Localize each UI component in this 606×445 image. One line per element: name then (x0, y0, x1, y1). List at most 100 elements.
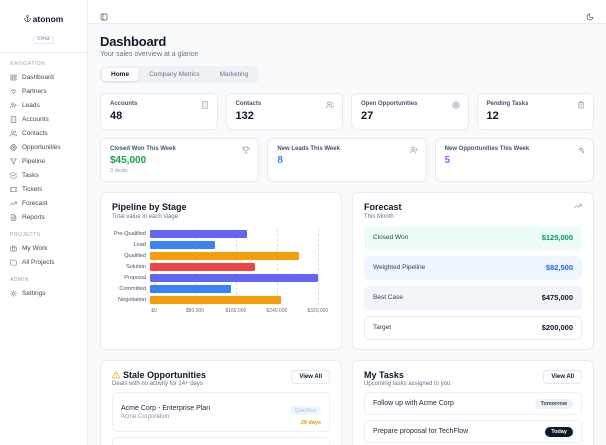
pipeline-chart-bars: Pre-Qualified Lead Qualified (112, 229, 326, 306)
panel-title: Pipeline by Stage (112, 202, 187, 212)
forecast-value: $82,500 (545, 263, 573, 272)
x-tick: $160,000 (225, 307, 247, 314)
due-badge: Tomorrow (534, 398, 573, 409)
warning-icon (112, 371, 120, 379)
sidebar-item-tasks[interactable]: Tasks (0, 168, 87, 182)
bar-label: Proposal (124, 275, 146, 281)
sidebar-item-pipeline[interactable]: Pipeline (0, 154, 87, 168)
stat-label: Contacts (235, 101, 262, 107)
trending-up-icon (574, 202, 582, 210)
bar-row-lead: Lead (112, 240, 326, 251)
bar-pre-qualified (150, 230, 247, 238)
panel-title: Forecast (364, 202, 402, 212)
building-icon (10, 115, 17, 123)
forecast-value: $125,000 (541, 233, 573, 242)
sidebar-item-label: Reports (22, 213, 45, 221)
target-icon (451, 101, 460, 109)
user-plus-icon (10, 102, 17, 109)
sidebar-item-leads[interactable]: Leads (0, 98, 87, 112)
bar-lead (150, 241, 216, 249)
stale-item-techflow[interactable]: TechFlow - Platform License TechFlow Sol… (112, 437, 330, 445)
card-new-leads-week[interactable]: New Leads This Week 8 (267, 138, 427, 182)
stat-value: 132 (235, 110, 254, 122)
tab-home[interactable]: Home (102, 68, 139, 81)
sidebar-item-label: Pipeline (22, 157, 46, 165)
sidebar-item-contacts[interactable]: Contacts (0, 126, 87, 140)
stale-opportunities-panel: Stale Opportunities Deals with no activi… (100, 359, 342, 445)
stat-card-pending-tasks[interactable]: Pending Tasks 12 (476, 93, 594, 130)
bar-row-qualified: Qualified (112, 251, 326, 262)
card-new-opportunities-week[interactable]: New Opportunities This Week 5 (434, 138, 594, 182)
stat-card-open-opportunities[interactable]: Open Opportunities 27 (351, 93, 469, 130)
card-label: New Leads This Week (277, 146, 340, 152)
stat-value: 48 (110, 110, 123, 122)
card-value: 8 (277, 155, 283, 166)
card-value: $45,000 (110, 155, 147, 166)
sidebar-item-label: Contacts (22, 129, 48, 137)
opportunity-name: Acme Corp - Enterprise Plan (121, 404, 211, 412)
sidebar-item-label: Leads (22, 101, 40, 109)
stat-label: Pending Tasks (486, 101, 529, 107)
panel-left-icon[interactable] (100, 8, 108, 20)
card-label: Closed Won This Week (110, 146, 176, 152)
sidebar-item-accounts[interactable]: Accounts (0, 112, 87, 126)
bar-negotiation (150, 296, 281, 304)
week-row: Closed Won This Week $45,000 3 deals New… (100, 138, 594, 182)
bar-proposal (150, 274, 318, 282)
bar-label: Lead (133, 242, 146, 248)
sidebar-item-forecast[interactable]: Forecast (0, 196, 87, 210)
forecast-row-weighted-pipeline: Weighted Pipeline $82,500 (364, 255, 582, 280)
stage-badge: Qualified (289, 406, 321, 415)
sidebar-item-label: Tasks (22, 171, 39, 179)
trophy-icon (242, 146, 250, 154)
nav-section-navigation: Navigation (10, 61, 46, 67)
forecast-row-target: Target $200,000 (364, 315, 582, 340)
card-label: New Opportunities This Week (444, 146, 530, 152)
moon-icon[interactable] (586, 8, 594, 20)
pipeline-chart: Pre-Qualified Lead Qualified (112, 228, 330, 315)
bar-solution (150, 263, 255, 271)
bar-label: Committed (119, 286, 146, 292)
pipeline-chart-x-axis: $0 $80,000 $160,000 $240,000 $320,000 (151, 306, 328, 315)
logo-text: atonom (32, 13, 64, 24)
tab-marketing[interactable]: Marketing (219, 71, 249, 78)
trending-up-icon (10, 200, 17, 207)
stat-card-accounts[interactable]: Accounts 48 (100, 93, 218, 130)
stats-row: Accounts 48 Contacts 132 Open Opportunit… (100, 93, 594, 130)
sidebar-item-dashboard[interactable]: Dashboard (0, 70, 87, 84)
main-area: Dashboard Your sales overview at a glanc… (88, 0, 606, 445)
sidebar-item-my-work[interactable]: My Work (0, 241, 87, 255)
sidebar-item-partners[interactable]: Partners (0, 84, 87, 98)
sidebar-item-tickets[interactable]: Tickets (0, 182, 87, 196)
nav-section-admin: Admin (10, 277, 29, 283)
sidebar-item-label: All Projects (22, 258, 55, 266)
tab-company-metrics[interactable]: Company Metrics (149, 71, 200, 78)
forecast-label: Weighted Pipeline (373, 264, 426, 271)
page-subtitle: Your sales overview at a glance (100, 51, 199, 58)
sidebar-item-all-projects[interactable]: All Projects (0, 255, 87, 269)
bar-row-proposal: Proposal (112, 273, 326, 284)
sidebar-item-settings[interactable]: Settings (0, 286, 87, 300)
sidebar-item-opportunities[interactable]: Opportunities (0, 140, 87, 154)
card-closed-won-week[interactable]: Closed Won This Week $45,000 3 deals (100, 138, 260, 182)
dashboard-content: Dashboard Your sales overview at a glanc… (88, 24, 606, 445)
handshake-icon (10, 88, 17, 95)
gridline (276, 228, 278, 305)
forecast-row-closed-won: Closed Won $125,000 (364, 225, 582, 250)
sidebar-item-label: Settings (22, 289, 46, 297)
sidebar-item-reports[interactable]: Reports (0, 210, 87, 224)
task-item-prepare-proposal[interactable]: Prepare proposal for TechFlow Today (364, 420, 582, 443)
file-text-icon (10, 213, 17, 221)
gear-icon (10, 289, 17, 297)
stale-item-acme[interactable]: Acme Corp - Enterprise Plan Acme Corpora… (112, 392, 330, 432)
stale-days: 29 days (300, 419, 321, 426)
stale-view-all-button[interactable]: View All (291, 369, 330, 384)
tasks-view-all-button[interactable]: View All (543, 369, 582, 384)
task-item-follow-up[interactable]: Follow up with Acme Corp Tomorrow (364, 392, 582, 415)
layout-grid-icon (10, 74, 17, 81)
panel-subtitle: Upcoming tasks assigned to you (364, 381, 451, 387)
stat-card-contacts[interactable]: Contacts 132 (225, 93, 343, 130)
due-badge: Today (545, 426, 573, 437)
stat-label: Accounts (110, 101, 138, 107)
